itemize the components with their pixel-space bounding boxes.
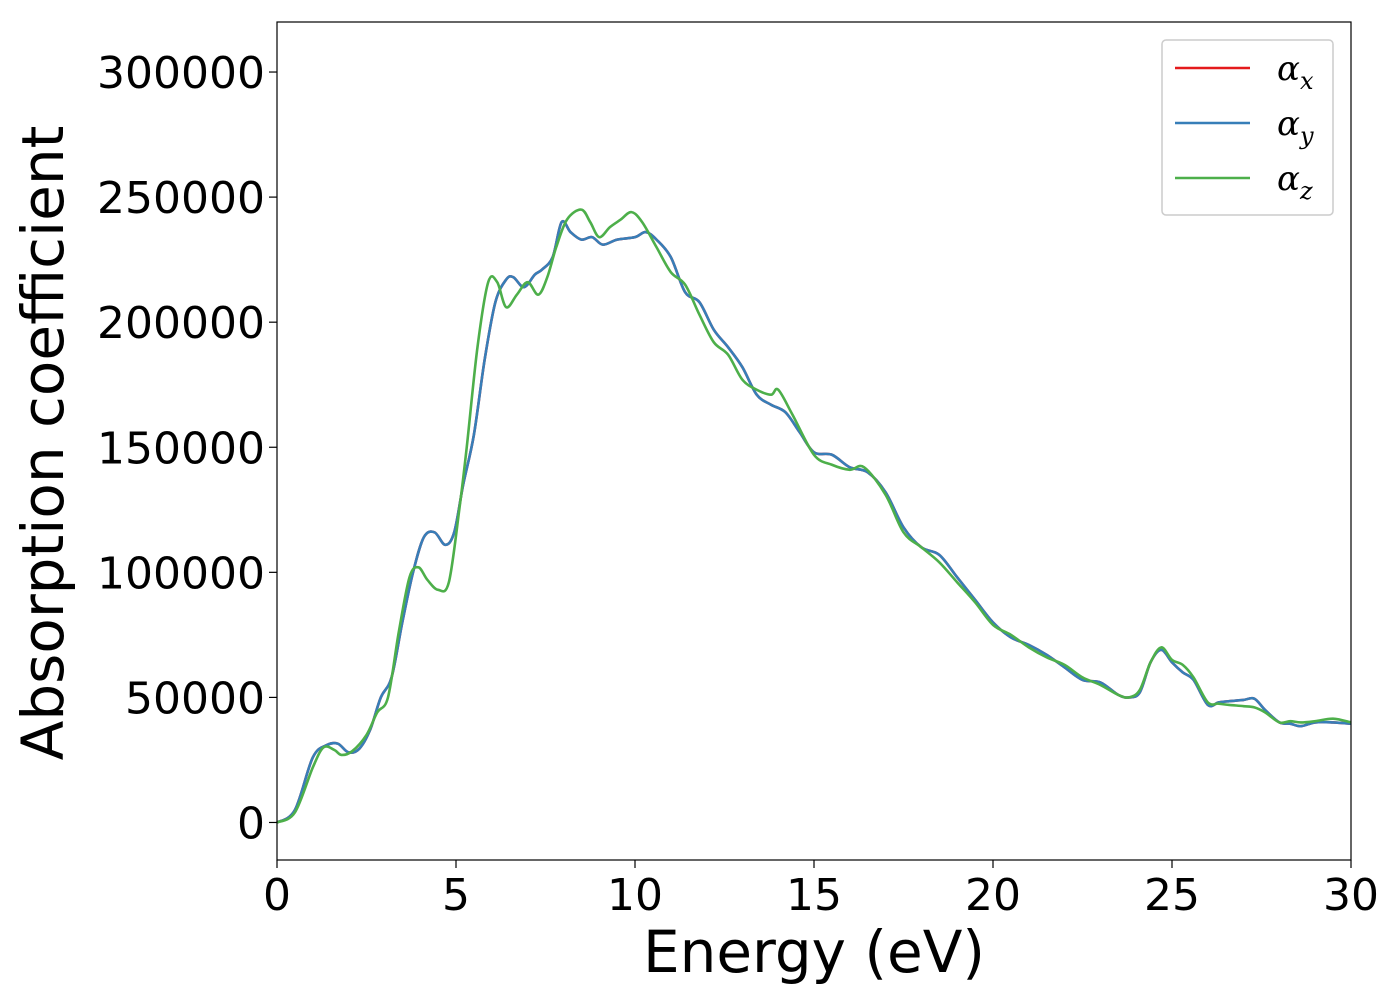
legend: αx αy αz: [1161, 39, 1334, 216]
y-axis-label: Absorption coefficient: [9, 126, 77, 761]
legend-entry-1: αx: [1175, 49, 1314, 95]
legend-entry-2: αy: [1175, 104, 1314, 150]
series-line-2: [276, 219, 1352, 824]
legend-box: [1161, 39, 1334, 216]
x-axis-ticks: 0 5 10 15 20 25 30: [263, 860, 1379, 921]
x-tick-label: 25: [1144, 870, 1200, 921]
y-tick-label: 250000: [97, 173, 265, 224]
y-tick-label: 200000: [97, 298, 265, 349]
y-tick-label: 300000: [97, 48, 265, 99]
y-tick-label: 50000: [125, 673, 265, 724]
series-layer: [276, 208, 1352, 824]
legend-label: αy: [1277, 104, 1314, 150]
x-tick-label: 5: [442, 870, 470, 921]
x-tick-label: 20: [965, 870, 1021, 921]
x-tick-label: 0: [263, 870, 291, 921]
y-tick-label: 100000: [97, 548, 265, 599]
legend-label: αz: [1277, 159, 1313, 205]
y-tick-label: 0: [237, 798, 265, 849]
x-tick-label: 30: [1323, 870, 1379, 921]
series-line-3: [276, 208, 1352, 824]
legend-entry-3: αz: [1175, 159, 1313, 205]
y-axis-ticks: 0 50000 100000 150000 200000 250000 300000: [97, 48, 277, 849]
legend-label: αx: [1277, 49, 1314, 95]
x-tick-label: 15: [786, 870, 842, 921]
y-tick-label: 150000: [97, 423, 265, 474]
x-axis-label: Energy (eV): [643, 918, 985, 986]
x-tick-label: 10: [607, 870, 663, 921]
